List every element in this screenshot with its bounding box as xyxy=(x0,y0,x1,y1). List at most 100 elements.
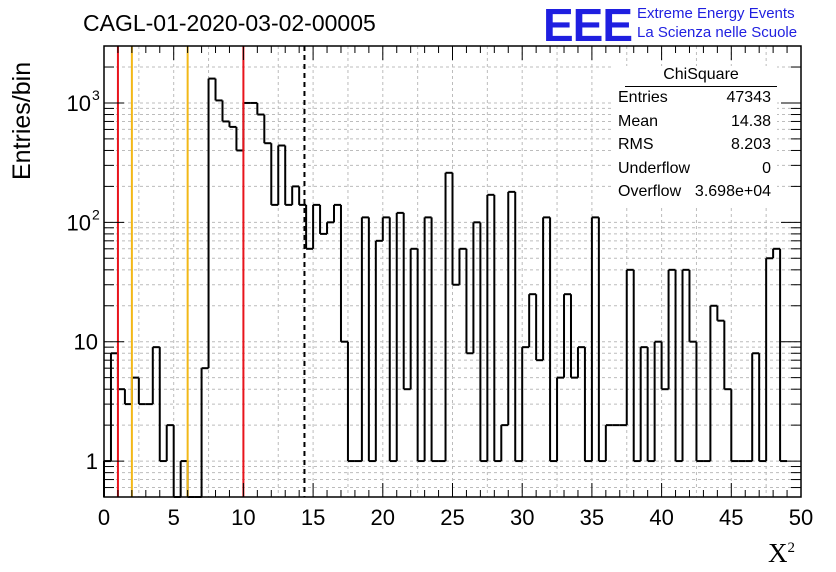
histogram-bin xyxy=(493,194,502,463)
x-axis-label: X2 xyxy=(768,538,795,569)
stats-value: 47343 xyxy=(726,89,772,106)
stats-value: 14.38 xyxy=(730,112,771,130)
histogram-bin xyxy=(444,171,453,462)
histogram-bin xyxy=(549,217,558,463)
histogram-bin xyxy=(158,347,167,463)
histogram-bin xyxy=(214,78,223,102)
histogram-bin xyxy=(130,376,139,405)
histogram-bin xyxy=(312,203,321,249)
x-tick-label: 0 xyxy=(98,505,110,530)
y-tick-label: 10 xyxy=(67,91,91,116)
stats-row-entries: Entries 47343 xyxy=(611,89,777,113)
stats-row-mean: Mean 14.38 xyxy=(611,113,777,137)
stats-row-overflow: Overflow 3.698e+04 xyxy=(611,183,777,207)
y-tick-label-exponent: 2 xyxy=(92,206,100,222)
histogram-bin xyxy=(556,376,565,462)
histogram-bin xyxy=(667,268,676,390)
histogram-bin xyxy=(646,347,655,463)
histogram-bin xyxy=(695,341,704,463)
histogram-bin xyxy=(200,367,209,497)
histogram-bin xyxy=(528,293,537,348)
y-tick-label: 10 xyxy=(74,330,98,355)
histogram-bin xyxy=(500,424,509,462)
histogram-bin xyxy=(625,268,634,426)
histogram-bin xyxy=(137,377,146,406)
y-tick-label-exponent: 3 xyxy=(92,87,100,103)
histogram-bin xyxy=(583,347,592,463)
histogram-bin xyxy=(123,389,132,406)
histogram-bin xyxy=(563,293,571,378)
x-tick-label: 5 xyxy=(168,505,180,530)
histogram-bin xyxy=(632,269,641,463)
x-tick-labels: 0 5 10 15 20 25 30 35 40 45 50 xyxy=(98,505,813,530)
x-tick-label: 20 xyxy=(371,505,395,530)
histogram-bin xyxy=(402,212,411,391)
histogram-bin xyxy=(430,217,439,463)
histogram-bin xyxy=(569,294,578,379)
stats-value: 3.698e+04 xyxy=(694,183,771,200)
histogram-bin xyxy=(339,204,348,343)
stats-key: RMS xyxy=(618,136,654,153)
histogram-bin xyxy=(521,346,530,462)
histogram-bin xyxy=(326,221,335,234)
histogram-bin xyxy=(207,77,216,369)
histogram-bin xyxy=(235,126,244,152)
x-tick-label: 15 xyxy=(301,505,325,530)
histogram-bin xyxy=(333,203,341,223)
histogram-bin xyxy=(256,102,265,116)
chart-title: CAGL-01-2020-03-02-00005 xyxy=(83,10,376,36)
x-tick-label: 40 xyxy=(649,505,673,530)
x-tick-label: 10 xyxy=(231,505,255,530)
axis-ticks xyxy=(103,45,802,498)
stats-row-underflow: Underflow 0 xyxy=(611,160,777,184)
x-axis-label-superscript: 2 xyxy=(787,540,796,556)
histogram-bin xyxy=(597,217,606,463)
histogram-bin xyxy=(765,257,774,462)
histogram-bin xyxy=(270,143,279,206)
histogram-bin xyxy=(305,204,314,250)
histogram-bin xyxy=(472,221,481,354)
histogram-bin xyxy=(360,216,369,462)
histogram-bin xyxy=(688,269,697,343)
stats-row-rms: RMS 8.203 xyxy=(611,136,777,160)
histogram-bin xyxy=(179,460,188,497)
y-tick-label: 1 xyxy=(86,449,98,474)
histogram-bin xyxy=(465,248,474,355)
histogram-bin xyxy=(291,185,300,205)
histogram-bin xyxy=(604,424,613,462)
histogram-bin xyxy=(590,216,599,462)
histogram-bin xyxy=(709,304,718,462)
histogram-bin xyxy=(458,247,467,285)
histogram-bin xyxy=(221,100,230,123)
stats-key: Overflow xyxy=(618,183,682,200)
histogram-bin xyxy=(772,247,781,259)
histogram-bin xyxy=(486,193,495,462)
histogram-bin xyxy=(319,204,328,235)
histogram-bin xyxy=(116,353,125,391)
histogram-bin xyxy=(681,268,690,462)
histogram-bin xyxy=(479,222,488,463)
histogram-bin xyxy=(109,352,118,462)
stats-value: 0 xyxy=(762,159,771,177)
logo-line-2: La Scienza nelle Scuole xyxy=(637,24,798,41)
histogram-bin xyxy=(284,145,293,206)
histogram-bin xyxy=(381,216,390,241)
histogram-bin xyxy=(165,424,174,462)
histogram-bin xyxy=(639,346,648,462)
histogram-bin xyxy=(758,353,767,463)
histogram-bin xyxy=(416,248,425,463)
histogram-bin xyxy=(576,346,585,378)
x-axis-label-base: X xyxy=(768,538,788,568)
histogram-bin xyxy=(542,216,551,361)
histogram-bin xyxy=(779,248,788,463)
histogram-bin xyxy=(263,114,272,145)
reference-lines xyxy=(116,46,306,497)
histogram-bin xyxy=(451,172,460,286)
logo-line-1: Extreme Energy Events xyxy=(637,5,795,22)
stats-key: Entries xyxy=(618,89,668,106)
histogram-bin xyxy=(653,340,662,462)
histogram-bin xyxy=(388,217,397,463)
histogram-bin xyxy=(507,190,516,426)
x-tick-label: 45 xyxy=(719,505,743,530)
histogram-bin xyxy=(374,239,383,462)
